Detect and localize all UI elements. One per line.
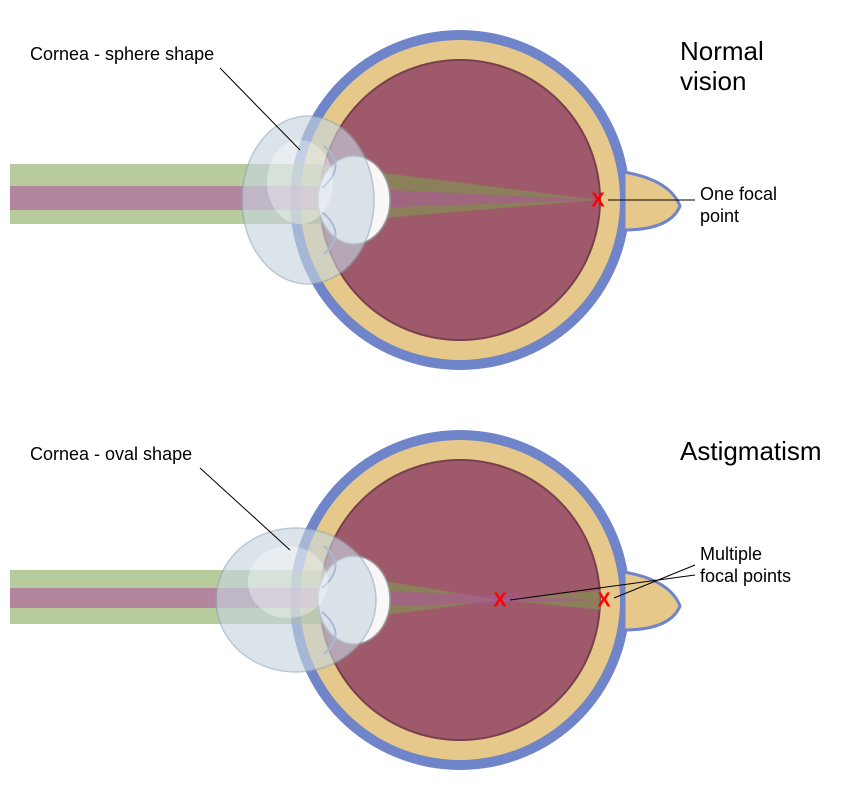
diagram-title: Astigmatism (680, 436, 822, 466)
cornea-highlight (248, 546, 328, 618)
cornea-label: Cornea - oval shape (30, 444, 192, 464)
cornea-label: Cornea - sphere shape (30, 44, 214, 64)
focal-point-x: X (591, 189, 605, 211)
focal-point-x: X (597, 589, 611, 611)
cornea-highlight (267, 140, 333, 224)
focal-point-x: X (493, 589, 507, 611)
